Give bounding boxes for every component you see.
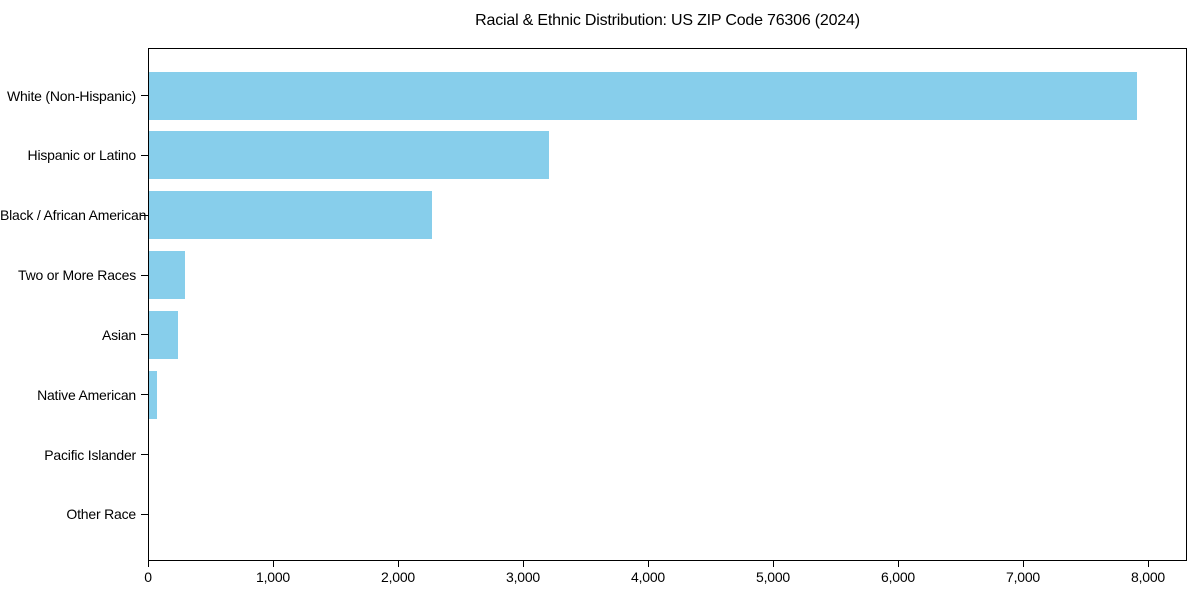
x-axis-label-5-000: 5,000: [755, 569, 791, 585]
x-axis-label-1-000: 1,000: [255, 569, 291, 585]
y-axis-tick: [141, 274, 148, 276]
y-axis-label-pacific-islander: Pacific Islander: [44, 446, 136, 463]
bar-black-african-american: [149, 191, 432, 240]
y-axis-label-white-non-hispanic: White (Non-Hispanic): [6, 87, 136, 104]
x-axis-tick: [898, 561, 899, 567]
x-axis-label-6-000: 6,000: [880, 569, 916, 585]
y-axis-tick: [141, 95, 148, 96]
x-axis-tick: [273, 561, 274, 567]
y-axis-tick: [141, 394, 148, 396]
y-axis-tick: [141, 513, 148, 515]
x-axis-label-4-000: 4,000: [630, 569, 666, 585]
bar-native-american: [149, 370, 158, 419]
x-axis-tick: [1148, 561, 1149, 567]
x-axis-label-2-000: 2,000: [380, 569, 416, 585]
chart-title: Racial & Ethnic Distribution: US ZIP Cod…: [475, 12, 860, 29]
y-axis-tick: [141, 334, 148, 336]
x-axis-tick: [648, 561, 649, 567]
bar-white-non-hispanic: [149, 71, 1137, 120]
y-axis-tick: [141, 154, 148, 156]
bar-asian: [149, 310, 179, 359]
bar-two-or-more-races: [149, 251, 185, 300]
bar-hispanic-or-latino: [149, 131, 549, 180]
y-axis-tick: [141, 454, 148, 456]
x-axis-tick: [773, 561, 774, 567]
y-axis-label-two-or-more-races: Two or More Races: [18, 267, 136, 284]
x-axis-tick: [1023, 561, 1024, 567]
y-axis-label-asian: Asian: [101, 326, 136, 343]
x-axis-label-8-000: 8,000: [1130, 569, 1166, 585]
y-axis-label-native-american: Native American: [37, 386, 136, 403]
y-axis-label-black-african-american: Black / African American: [0, 207, 147, 224]
x-axis-tick: [148, 561, 149, 567]
x-axis-label-7-000: 7,000: [1005, 569, 1041, 585]
x-axis-label-0: 0: [144, 569, 152, 585]
x-axis-label-3-000: 3,000: [505, 569, 541, 585]
plot-area: [148, 48, 1187, 561]
y-axis-label-other-race: Other Race: [66, 506, 136, 523]
x-axis-tick: [398, 561, 399, 567]
x-axis-tick: [523, 561, 524, 567]
y-axis-tick: [141, 214, 148, 216]
y-axis-label-hispanic-or-latino: Hispanic or Latino: [27, 147, 137, 164]
